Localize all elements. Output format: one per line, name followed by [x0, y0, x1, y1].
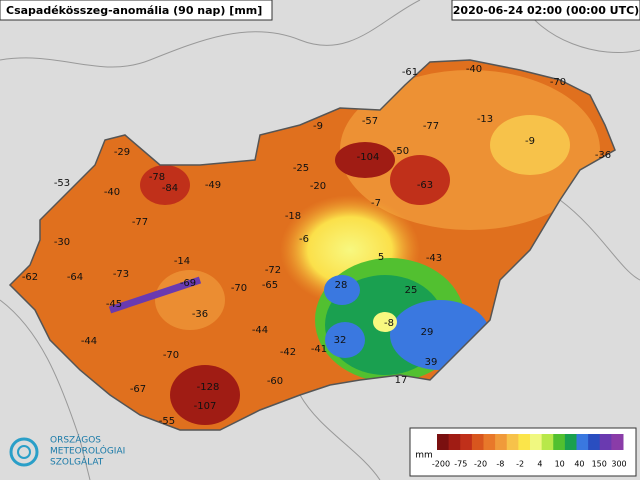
station-value: -65: [262, 280, 278, 291]
legend-label: 300: [611, 460, 626, 469]
station-value: -57: [362, 116, 378, 127]
legend-swatch: [471, 434, 484, 450]
station-value: -36: [192, 309, 208, 320]
legend-swatch: [518, 434, 531, 450]
station-value: -20: [310, 181, 326, 192]
station-value: -42: [280, 347, 296, 358]
station-value: -64: [67, 272, 83, 283]
station-value: -9: [313, 121, 323, 132]
title: Csapadékösszeg-anomália (90 nap) [mm]: [6, 4, 262, 17]
logo-line: METEOROLÓGIAI: [50, 445, 125, 457]
legend-swatch: [541, 434, 554, 450]
station-value: 25: [405, 285, 418, 296]
legend-swatch: [553, 434, 566, 450]
legend-swatch: [530, 434, 543, 450]
legend: -200 -75 -20 -8 -2 4 10 40 150 300: [432, 434, 627, 469]
station-value: -6: [299, 234, 309, 245]
legend-label: -8: [496, 460, 504, 469]
station-value: -45: [106, 299, 122, 310]
legend-swatch: [448, 434, 461, 450]
station-value: -13: [477, 114, 493, 125]
station-value: 17: [395, 375, 408, 386]
legend-swatch: [576, 434, 589, 450]
stations: -61 -40 -70 -57 -77 -13 -9 -9 -36 -29 -104 -50 -53 -7…: [22, 64, 611, 427]
station-value: 28: [335, 280, 348, 291]
station-value: 29: [421, 327, 434, 338]
logo-line: SZOLGÁLAT: [50, 456, 104, 468]
station-value: -107: [194, 401, 217, 412]
station-value: -30: [54, 237, 70, 248]
legend-label: 4: [537, 460, 542, 469]
station-value: -72: [265, 265, 281, 276]
legend-swatch: [460, 434, 473, 450]
logo-line: ORSZÁGOS: [50, 434, 101, 446]
legend-swatch: [506, 434, 519, 450]
station-value: -70: [231, 283, 247, 294]
title-box: [0, 0, 273, 21]
station-value: -25: [293, 163, 309, 174]
legend-swatch: [483, 434, 496, 450]
station-value: 39: [425, 357, 438, 368]
station-value: -8: [384, 318, 394, 329]
station-value: -69: [180, 278, 196, 289]
station-value: -67: [130, 384, 146, 395]
station-value: -61: [402, 67, 418, 78]
station-value: -18: [285, 211, 301, 222]
legend-swatch: [495, 434, 508, 450]
station-value: -7: [371, 198, 381, 209]
station-value: -104: [357, 152, 380, 163]
legend-label: -2: [516, 460, 524, 469]
station-value: -78: [149, 172, 165, 183]
station-value: -44: [81, 336, 97, 347]
station-value: -29: [114, 147, 130, 158]
legend-swatch: [611, 434, 624, 450]
timestamp: 2020-06-24 02:00 (00:00 UTC): [453, 4, 639, 17]
station-value: -36: [595, 150, 611, 161]
station-value: -14: [174, 256, 190, 267]
station-value: -41: [311, 344, 327, 355]
station-value: -9: [525, 136, 535, 147]
anomaly-field: [10, 60, 615, 430]
station-value: -44: [252, 325, 268, 336]
logo: ORSZÁGOS METEOROLÓGIAI SZOLGÁLAT: [9, 434, 125, 468]
station-value: -77: [423, 121, 439, 132]
legend-unit: mm: [415, 451, 433, 461]
station-value: -84: [162, 183, 178, 194]
legend-swatch: [564, 434, 577, 450]
legend-label: 40: [574, 460, 584, 469]
station-value: -43: [426, 253, 442, 264]
station-value: -50: [393, 146, 409, 157]
station-value: -62: [22, 272, 38, 283]
station-value: -60: [267, 376, 283, 387]
legend-label: 150: [592, 460, 607, 469]
station-value: -128: [197, 382, 220, 393]
legend-swatch: [599, 434, 612, 450]
legend-swatch: [437, 434, 450, 450]
station-value: -55: [159, 416, 175, 427]
station-value: -70: [163, 350, 179, 361]
legend-swatch: [588, 434, 601, 450]
station-value: 32: [334, 335, 347, 346]
station-value: -49: [205, 180, 221, 191]
legend-label: -200: [432, 460, 450, 469]
legend-label: 10: [555, 460, 565, 469]
station-value: -70: [550, 77, 566, 88]
station-value: -63: [417, 180, 433, 191]
station-value: -73: [113, 269, 129, 280]
station-value: -40: [466, 64, 482, 75]
legend-label: -20: [474, 460, 487, 469]
station-value: -53: [54, 178, 70, 189]
station-value: -77: [132, 217, 148, 228]
station-value: -40: [104, 187, 120, 198]
timestamp-box: [451, 0, 640, 21]
legend-label: -75: [454, 460, 467, 469]
station-value: 5: [378, 252, 384, 263]
